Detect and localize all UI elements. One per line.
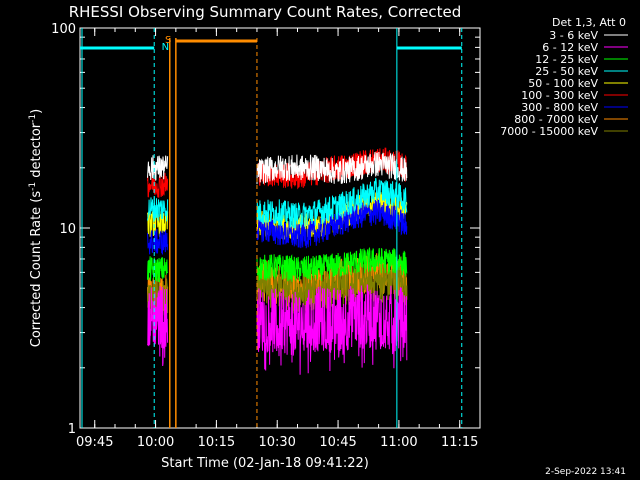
y-label-end: ) [29,109,44,114]
x-tick-label: 10:00 [137,435,174,450]
y-label-exp1: -1 [28,182,38,191]
legend-header: Det 1,3, Att 0 [552,16,626,29]
series-line [147,155,169,181]
series-line [256,246,408,282]
saa-flag-label: S [165,35,171,46]
series-line [256,177,408,230]
series-line [256,284,408,375]
y-tick-label: 1 [68,422,76,437]
legend-label: 12 - 25 keV [535,53,598,66]
night-flag-label: N [162,42,169,53]
series-12-25-kev [147,246,408,283]
x-tick-label: 11:00 [380,435,417,450]
legend-label: 3 - 6 keV [549,29,598,42]
series-line [256,261,408,314]
y-label-main: Corrected Count Rate (s [29,191,44,348]
chart-title: RHESSI Observing Summary Count Rates, Co… [69,3,462,21]
legend-label: 300 - 800 keV [521,101,598,114]
y-tick-label: 10 [59,222,76,237]
y-axis-label: Corrected Count Rate (s-1 detector-1) [28,109,44,347]
y-tick-label: 100 [51,22,76,37]
series-300-800-kev [147,199,408,255]
legend-label: 25 - 50 keV [535,65,598,78]
legend-label: 50 - 100 keV [528,77,598,90]
x-tick-label: 09:45 [76,435,113,450]
x-tick-label: 10:45 [319,435,356,450]
x-tick-label: 11:15 [441,435,478,450]
x-tick-label: 10:30 [258,435,295,450]
series-6-12-kev [147,284,408,375]
series-line [147,196,169,222]
x-axis-label: Start Time (02-Jan-18 09:41:22) [161,456,369,471]
y-label-mid: detector [29,122,44,182]
legend-label: 7000 - 15000 keV [500,125,598,138]
series-line [147,210,169,237]
series-25-50-kev [147,177,408,230]
timestamp: 2-Sep-2022 13:41 [545,467,626,477]
legend: Det 1,3, Att 0 [552,16,626,29]
series-line [147,286,169,367]
series-line [147,256,169,283]
series-3-6-kev [147,151,408,185]
y-label-exp2: -1 [28,114,38,123]
x-tick-label: 10:15 [198,435,235,450]
series-line [147,228,169,255]
legend-label: 800 - 7000 keV [514,113,598,126]
legend-label: 100 - 300 keV [521,89,598,102]
series-line [256,151,408,185]
series-line [147,172,169,198]
legend-label: 6 - 12 keV [542,41,598,54]
